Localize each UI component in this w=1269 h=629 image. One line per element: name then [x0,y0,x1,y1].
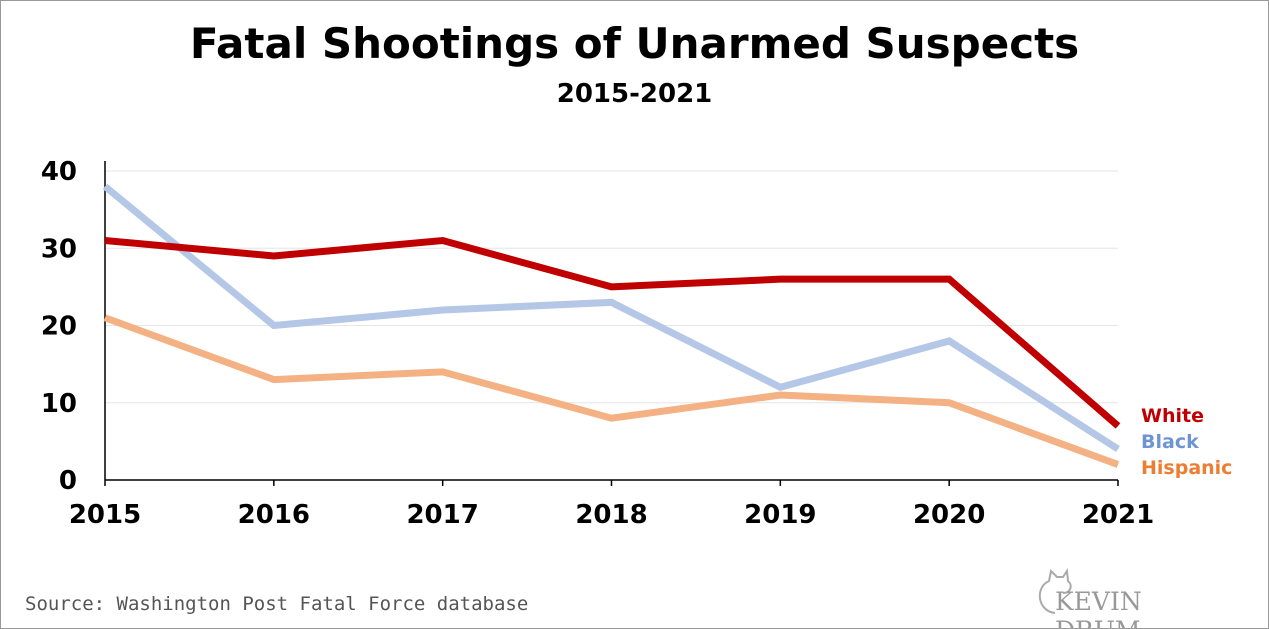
x-tick-label: 2021 [1082,500,1154,530]
x-tick-label: 2015 [69,500,141,530]
logo: KEVIN DRUM [1033,567,1233,628]
y-tick-label: 30 [41,234,77,264]
legend-label-hispanic: Hispanic [1141,457,1232,479]
x-tick-label: 2017 [406,500,478,530]
y-tick-label: 40 [41,157,77,187]
x-tick-label: 2016 [238,500,310,530]
legend-label-black: Black [1141,431,1199,453]
x-tick-label: 2020 [913,500,985,530]
source-note: Source: Washington Post Fatal Force data… [25,593,529,615]
y-tick-label: 20 [41,312,77,342]
y-tick-label: 0 [59,466,77,496]
x-tick-label: 2018 [575,500,647,530]
y-tick-label: 10 [41,389,77,419]
legend-label-white: White [1141,405,1204,427]
chart-subtitle: 2015-2021 [556,79,713,109]
series-line-white [104,236,1121,429]
series-line-hispanic [103,314,1120,468]
chart-title: Fatal Shootings of Unarmed Suspects [189,19,1080,68]
x-tick-label: 2019 [744,500,816,530]
cat-icon [1039,568,1072,614]
logo-text: KEVIN DRUM [1055,587,1142,628]
series-line-black [102,183,1120,453]
